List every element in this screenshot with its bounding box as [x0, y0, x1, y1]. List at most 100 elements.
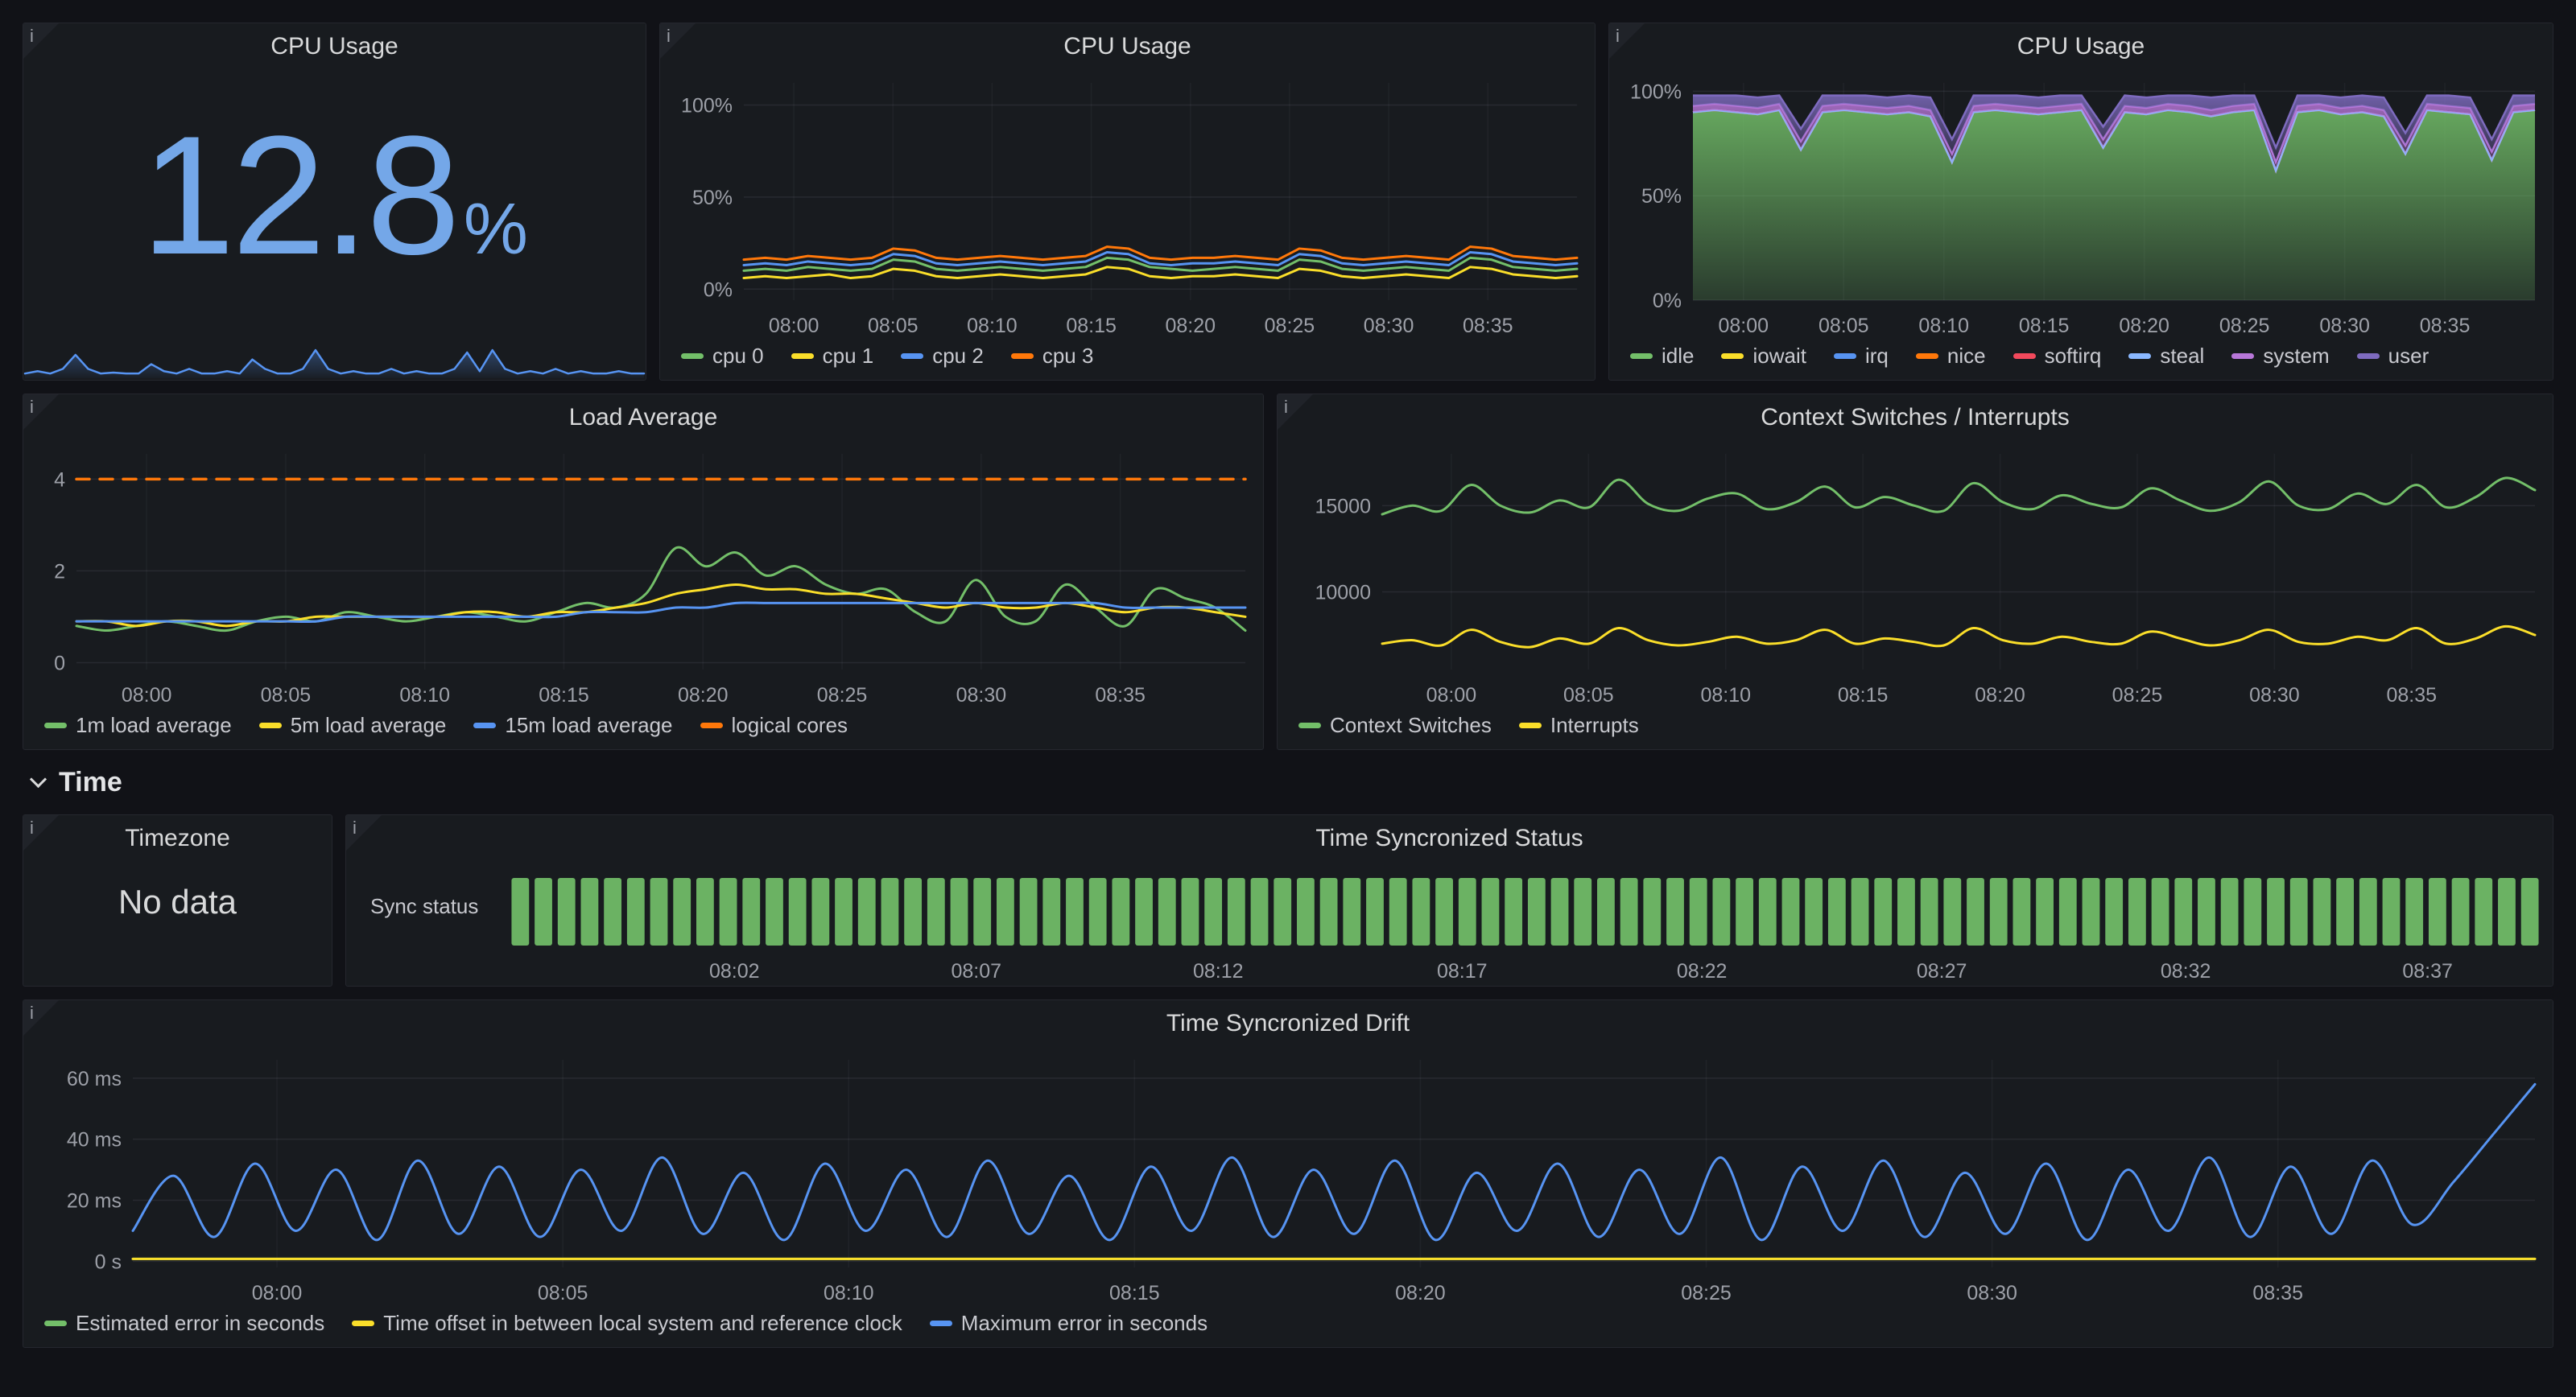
sync-status-chart[interactable]: 08:02 08:07 08:12 08:17 08:22 08:27 08:32 08:37 [504, 862, 2553, 986]
panel-title[interactable]: Time Syncronized Drift [1166, 1010, 1410, 1036]
svg-text:15000: 15000 [1315, 495, 1371, 517]
legend-item[interactable]: user [2356, 344, 2429, 369]
svg-text:0 s: 0 s [95, 1251, 122, 1273]
legend-label: user [2388, 344, 2429, 368]
info-icon-glyph: i [1616, 26, 1620, 46]
legend-item[interactable]: logical cores [700, 713, 848, 738]
legend-swatch [2356, 353, 2380, 359]
legend-label: cpu 2 [932, 344, 984, 368]
svg-text:08:00: 08:00 [769, 315, 819, 337]
legend-item[interactable]: Context Switches [1298, 713, 1492, 738]
svg-text:100%: 100% [681, 94, 733, 117]
legend-label: steal [2160, 344, 2205, 368]
legend-swatch [258, 723, 282, 728]
panel-info-icon[interactable]: i [23, 815, 59, 851]
svg-text:50%: 50% [1641, 185, 1682, 208]
load-average-chart[interactable]: 08:00 08:05 08:10 08:15 08:20 08:25 08:30 08:35… [23, 441, 1263, 711]
legend-item[interactable]: irq [1833, 344, 1889, 369]
legend-item[interactable]: system [2231, 344, 2330, 369]
cpu-usage-per-core-chart[interactable]: 08:00 08:05 08:10 08:15 08:20 08:25 08:30 08:35… [660, 70, 1595, 342]
legend-swatch [473, 723, 497, 728]
legend-item[interactable]: Interrupts [1518, 713, 1639, 738]
cpu-stat-sparkline[interactable] [23, 320, 646, 380]
svg-text:08:05: 08:05 [1818, 315, 1869, 337]
legend-item[interactable]: 1m load average [44, 713, 232, 738]
panel-title[interactable]: CPU Usage [2017, 33, 2145, 60]
panel-info-icon[interactable]: i [346, 815, 382, 851]
panel-title[interactable]: Context Switches / Interrupts [1761, 404, 2070, 431]
panel-info-icon[interactable]: i [23, 1000, 59, 1036]
legend-item[interactable]: Maximum error in seconds [929, 1311, 1208, 1336]
legend-item[interactable]: 5m load average [258, 713, 447, 738]
legend-label: cpu 0 [712, 344, 764, 368]
svg-text:08:10: 08:10 [1918, 315, 1969, 337]
svg-text:08:05: 08:05 [261, 684, 312, 707]
legend-item[interactable]: nice [1915, 344, 1986, 369]
info-icon-glyph: i [353, 818, 357, 838]
svg-text:08:20: 08:20 [1395, 1282, 1446, 1304]
svg-text:08:02: 08:02 [709, 960, 760, 983]
panel-info-icon[interactable]: i [23, 23, 59, 59]
legend-item[interactable]: Estimated error in seconds [44, 1311, 324, 1336]
legend-item[interactable]: softirq [2013, 344, 2102, 369]
panel-info-icon[interactable]: i [1609, 23, 1645, 59]
legend-item[interactable]: cpu 1 [791, 344, 874, 369]
legend-item[interactable]: steal [2128, 344, 2204, 369]
panel-info-icon[interactable]: i [660, 23, 696, 59]
legend-item[interactable]: cpu 3 [1010, 344, 1094, 369]
info-icon-glyph: i [667, 26, 671, 46]
legend-label: 1m load average [76, 713, 232, 737]
sync-drift-chart[interactable]: 08:00 08:05 08:10 08:15 08:20 08:25 08:30 08:35… [23, 1047, 2553, 1309]
panel-cpu-usage-modes: i CPU Usage 08:00 08:05 08:10 08:15 08:20 08:… [1608, 23, 2553, 381]
section-time[interactable]: Time [23, 763, 2553, 802]
svg-text:08:30: 08:30 [1967, 1282, 2017, 1304]
legend-item[interactable]: idle [1630, 344, 1694, 369]
row-top: i CPU Usage 12.8 % i CPU Usage 08:00 08:0… [23, 23, 2553, 381]
legend-item[interactable]: cpu 2 [901, 344, 984, 369]
legend-swatch [1010, 353, 1034, 359]
svg-text:08:15: 08:15 [2019, 315, 2070, 337]
legend: idle iowait irq nice softirq steal system user [1609, 342, 2553, 380]
svg-text:2: 2 [54, 560, 65, 583]
legend-label: Estimated error in seconds [76, 1311, 325, 1335]
cpu-usage-modes-chart[interactable]: 08:00 08:05 08:10 08:15 08:20 08:25 08:30 08:35… [1609, 70, 2553, 342]
legend-swatch [1721, 353, 1744, 359]
legend-swatch [1518, 723, 1542, 728]
svg-text:08:35: 08:35 [1463, 315, 1513, 337]
svg-text:08:10: 08:10 [1700, 684, 1751, 707]
info-icon-glyph: i [30, 26, 34, 46]
sync-status-body: Sync status 08:02 08:07 08:12 08:17 08:22 08:… [346, 862, 2553, 986]
svg-text:0: 0 [54, 652, 65, 674]
info-icon-glyph: i [30, 818, 34, 838]
legend-swatch [1630, 353, 1653, 359]
svg-text:08:15: 08:15 [1066, 315, 1117, 337]
panel-title[interactable]: CPU Usage [270, 33, 398, 60]
legend-item[interactable]: cpu 0 [681, 344, 764, 369]
legend-swatch [44, 723, 67, 728]
panel-info-icon[interactable]: i [23, 394, 59, 430]
legend-swatch [2013, 353, 2036, 359]
context-switches-chart[interactable]: 08:00 08:05 08:10 08:15 08:20 08:25 08:30 08:35… [1278, 441, 2553, 711]
legend-item[interactable]: Time offset in between local system and … [352, 1311, 902, 1336]
legend-label: cpu 1 [822, 344, 874, 368]
panel-title[interactable]: Load Average [568, 404, 718, 431]
svg-text:08:15: 08:15 [1109, 1282, 1160, 1304]
stat-unit: % [463, 188, 528, 270]
svg-text:60 ms: 60 ms [67, 1068, 122, 1090]
panel-title[interactable]: CPU Usage [1063, 33, 1191, 60]
panel-title[interactable]: Timezone [125, 825, 230, 851]
legend-label: softirq [2044, 344, 2102, 368]
panel-info-icon[interactable]: i [1278, 394, 1313, 430]
legend-swatch [700, 723, 723, 728]
legend-label: 15m load average [505, 713, 673, 737]
legend-label: cpu 3 [1042, 344, 1094, 368]
legend-label: 5m load average [290, 713, 447, 737]
panel-title[interactable]: Time Syncronized Status [1315, 825, 1583, 851]
svg-text:08:20: 08:20 [1165, 315, 1216, 337]
svg-text:08:25: 08:25 [2219, 315, 2270, 337]
panel-sync-status: i Time Syncronized Status Sync status 08… [345, 814, 2553, 987]
legend: Estimated error in seconds Time offset in… [23, 1309, 2553, 1347]
sync-status-row-label: Sync status [370, 893, 479, 918]
legend-item[interactable]: iowait [1721, 344, 1806, 369]
legend-item[interactable]: 15m load average [473, 713, 673, 738]
